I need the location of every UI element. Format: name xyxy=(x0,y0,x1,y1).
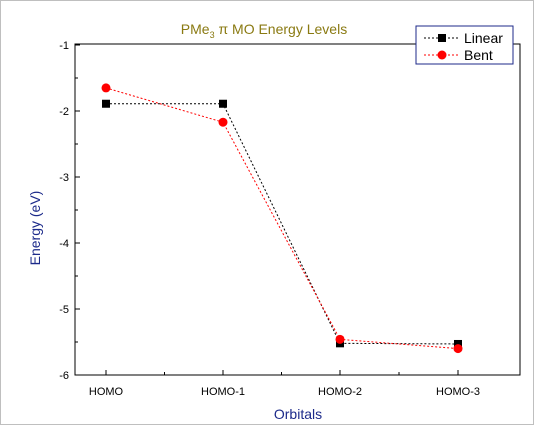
point-linear xyxy=(219,99,227,108)
y-tick-label: -4 xyxy=(59,238,69,250)
x-tick-label: HOMO-1 xyxy=(201,386,245,398)
point-bent xyxy=(218,117,228,127)
y-axis-title: Energy (eV) xyxy=(27,191,43,266)
legend-marker-bent xyxy=(437,50,447,60)
x-tick-label: HOMO-2 xyxy=(318,386,362,398)
legend-marker-linear xyxy=(438,34,446,42)
x-tick-label: HOMO xyxy=(89,386,124,398)
point-bent xyxy=(101,83,111,93)
y-tick-label: -5 xyxy=(59,304,69,316)
x-axis: HOMO HOMO-1 HOMO-2 HOMO-3 xyxy=(89,370,480,398)
legend-box xyxy=(415,25,514,65)
y-axis: -1 -2 -3 -4 -5 -6 xyxy=(59,40,80,382)
y-tick-label: -2 xyxy=(59,106,69,118)
x-axis-title: Orbitals xyxy=(274,406,322,422)
y-tick-label: -6 xyxy=(59,370,69,382)
series-line-bent xyxy=(105,87,459,350)
x-tick-label: HOMO-3 xyxy=(436,386,480,398)
chart-title: PMe3 π MO Energy Levels xyxy=(181,21,347,40)
plot-area xyxy=(74,43,521,376)
point-linear xyxy=(454,339,462,348)
point-bent xyxy=(453,344,463,354)
series-layer xyxy=(101,83,463,354)
point-bent xyxy=(335,334,345,344)
point-linear xyxy=(102,99,110,108)
y-tick-label: -3 xyxy=(59,172,69,184)
legend-label-bent: Bent xyxy=(464,47,493,63)
y-tick-label: -1 xyxy=(59,40,69,52)
series-line-linear xyxy=(106,103,459,345)
legend-label-linear: Linear xyxy=(464,30,503,46)
